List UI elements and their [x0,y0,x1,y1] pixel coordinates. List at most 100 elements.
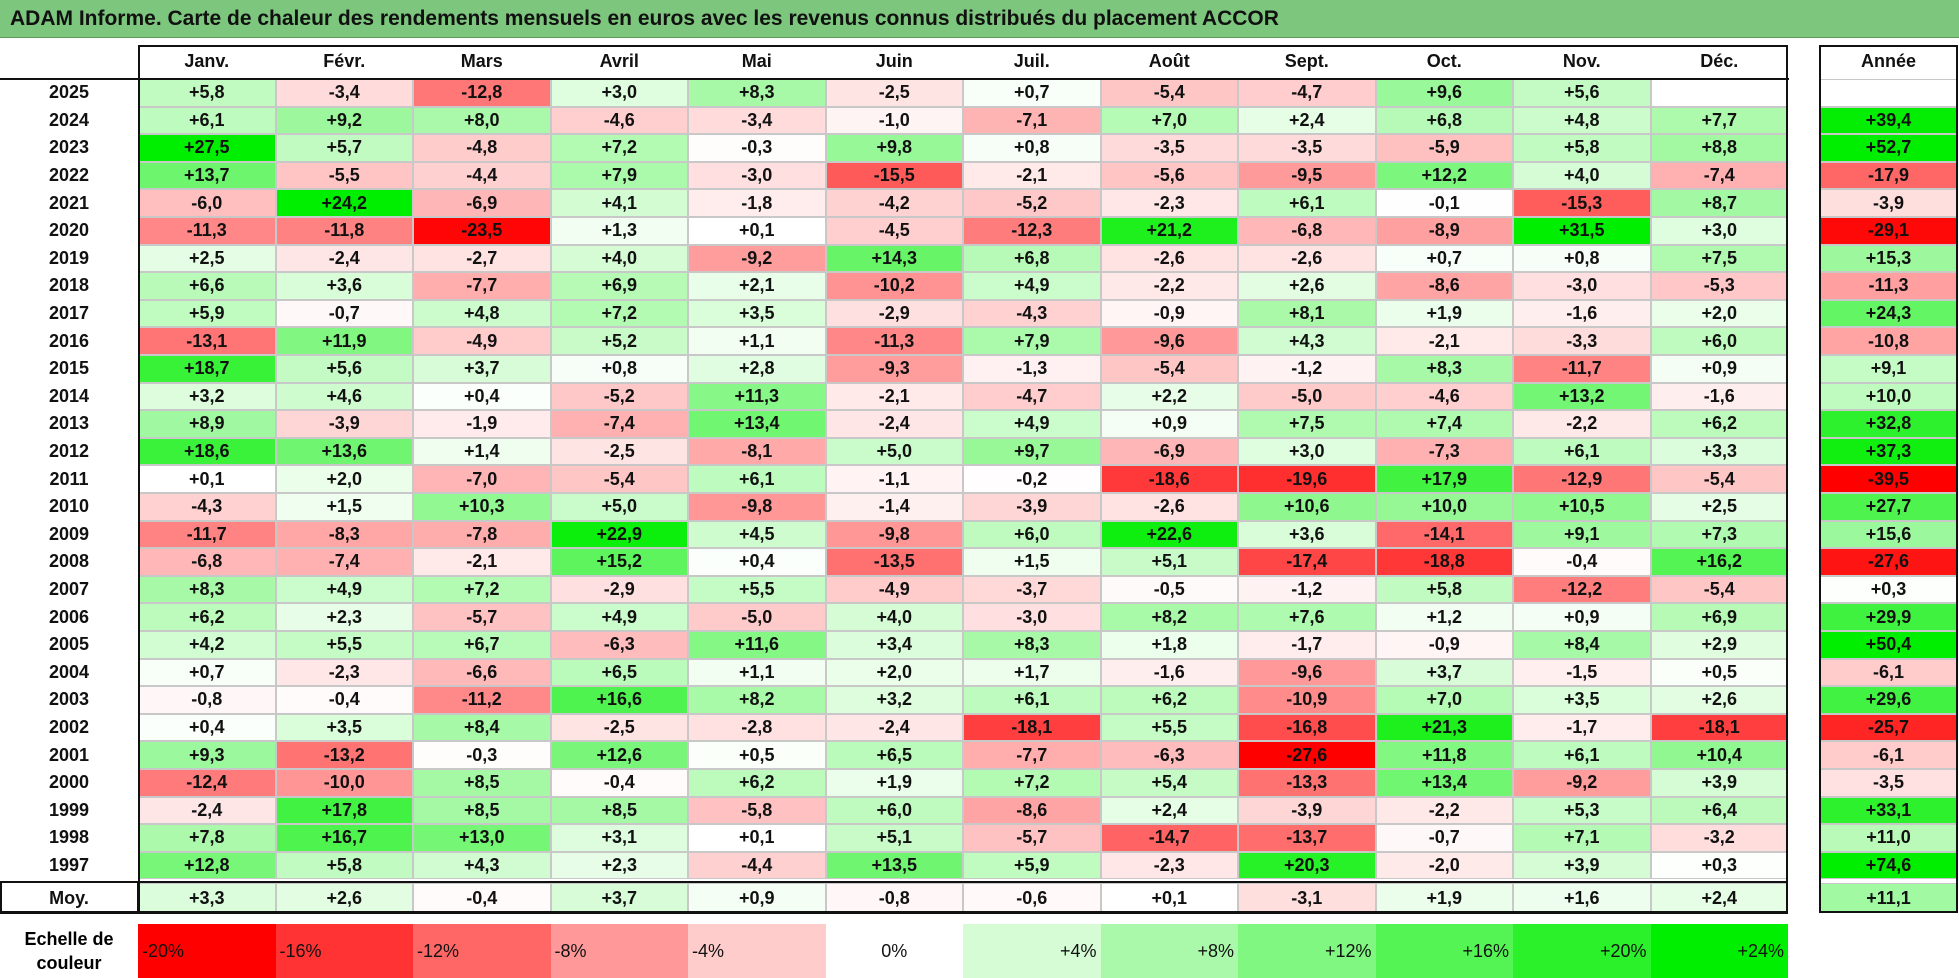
heatmap-cell: -11,2 [413,686,551,714]
year-label: 2017 [48,303,90,324]
heatmap-cell: +4,2 [138,631,276,659]
average-cell: +1,9 [1375,883,1513,914]
heatmap-cell: +12,2 [1375,161,1513,190]
heatmap-cell: +2,3 [550,851,688,880]
column-header: Déc. [1700,51,1739,71]
heatmap-cell: -8,6 [963,796,1101,825]
average-rule-bottom [0,912,1788,915]
heatmap-cell: +16,6 [550,686,688,714]
heatmap-cell: +4,1 [550,189,688,217]
heatmap-cell: -17,4 [1238,548,1376,576]
heatmap-cell: -7,7 [963,741,1101,769]
year-label: 2018 [48,275,90,296]
heatmap-cell: -4,2 [825,189,963,217]
heatmap-cell: -0,3 [688,134,826,162]
heatmap-cell: -14,7 [1100,824,1238,852]
heatmap-cell: +2,4 [1238,106,1376,135]
heatmap-cell: -7,0 [413,465,551,493]
heatmap-cell: +16,7 [275,824,413,852]
heatmap-cell: -11,7 [1513,355,1651,383]
heatmap-cell: +8,5 [413,796,551,825]
heatmap-cell: -15,5 [825,161,963,190]
column-header: Oct. [1426,51,1462,71]
heatmap-cell: -6,0 [138,189,276,217]
heatmap-cell: -3,9 [1238,796,1376,825]
heatmap-cell: +6,2 [1650,410,1788,438]
heatmap-cell: -0,2 [963,465,1101,493]
heatmap-cell: +5,5 [275,631,413,659]
heatmap-cell: -16,8 [1238,713,1376,742]
heatmap-cell: -2,4 [138,796,276,825]
column-header: Mai [741,51,772,71]
heatmap-cell: -11,7 [138,520,276,549]
heatmap-cell: +6,2 [688,769,826,797]
heatmap-cell: -12,3 [963,217,1101,245]
year-label: 2011 [49,468,89,489]
heatmap-cell: -5,2 [963,189,1101,217]
heatmap-cell: -4,3 [963,299,1101,328]
heatmap-cell: +2,0 [275,465,413,493]
heatmap-cell: -2,9 [550,575,688,604]
heatmap-cell: -1,7 [1513,713,1651,742]
heatmap-cell: +3,7 [1375,658,1513,687]
annual-cell: +27,7 [1819,493,1958,521]
heatmap-cell: -0,4 [275,686,413,714]
heatmap-cell: -6,3 [550,631,688,659]
heatmap-cell: -4,7 [1238,79,1376,107]
heatmap-cell: -2,1 [1375,327,1513,355]
heatmap-cell: -1,3 [963,355,1101,383]
heatmap-cell: +0,5 [1650,658,1788,687]
heatmap-cell: +7,3 [1650,520,1788,549]
heatmap-cell: -2,2 [1100,272,1238,300]
heatmap-cell: +13,5 [825,851,963,880]
annual-cell: -10,8 [1819,327,1958,355]
heatmap-cell: -5,3 [1650,272,1788,300]
heatmap-cell: -4,4 [688,851,826,880]
heatmap-cell [1650,79,1788,107]
heatmap-cell: -1,9 [413,410,551,438]
heatmap-cell: -3,2 [1650,824,1788,852]
heatmap-cell: +5,8 [138,79,276,107]
heatmap-cell: +2,0 [825,658,963,687]
heatmap-cell: +3,5 [688,299,826,328]
heatmap-cell: +4,9 [550,603,688,631]
heatmap-cell: -7,1 [963,106,1101,135]
heatmap-cell: +5,5 [688,575,826,604]
heatmap-cell: -2,8 [688,713,826,742]
heatmap-cell: +4,0 [1513,161,1651,190]
heatmap-cell: -2,9 [825,299,963,328]
heatmap-cell: +5,5 [1100,713,1238,742]
heatmap-cell: -4,5 [825,217,963,245]
year-label: 2005 [48,634,90,655]
annual-cell: +37,3 [1819,437,1958,466]
heatmap-cell: +7,2 [550,299,688,328]
average-cell: -0,8 [825,883,963,914]
heatmap-cell: +6,1 [963,686,1101,714]
heatmap-cell: +3,0 [1650,217,1788,245]
heatmap-cell: -18,8 [1375,548,1513,576]
heatmap-cell: +3,6 [1238,520,1376,549]
average-cell: -0,4 [413,883,551,914]
year-label: 2013 [48,413,90,434]
heatmap-cell: -0,7 [275,299,413,328]
heatmap-cell: -1,5 [1513,658,1651,687]
heatmap-cell: -3,0 [963,603,1101,631]
heatmap-cell: +3,9 [1513,851,1651,880]
heatmap-cell: -2,1 [413,548,551,576]
heatmap-cell: -13,3 [1238,769,1376,797]
heatmap-cell: +0,4 [688,548,826,576]
heatmap-cell: -6,3 [1100,741,1238,769]
annual-cell: +74,6 [1819,851,1958,880]
annual-cell: +32,8 [1819,410,1958,438]
heatmap-cell: +4,6 [275,382,413,411]
column-header: Août [1148,51,1190,71]
year-label: 2014 [48,385,90,406]
heatmap-cell: -7,4 [550,410,688,438]
heatmap-cell: +18,7 [138,355,276,383]
heatmap-cell: +7,0 [1100,106,1238,135]
heatmap-cell: -11,8 [275,217,413,245]
year-label: 2022 [48,165,90,186]
heatmap-cell: -2,3 [1100,189,1238,217]
heatmap-cell: +8,7 [1650,189,1788,217]
